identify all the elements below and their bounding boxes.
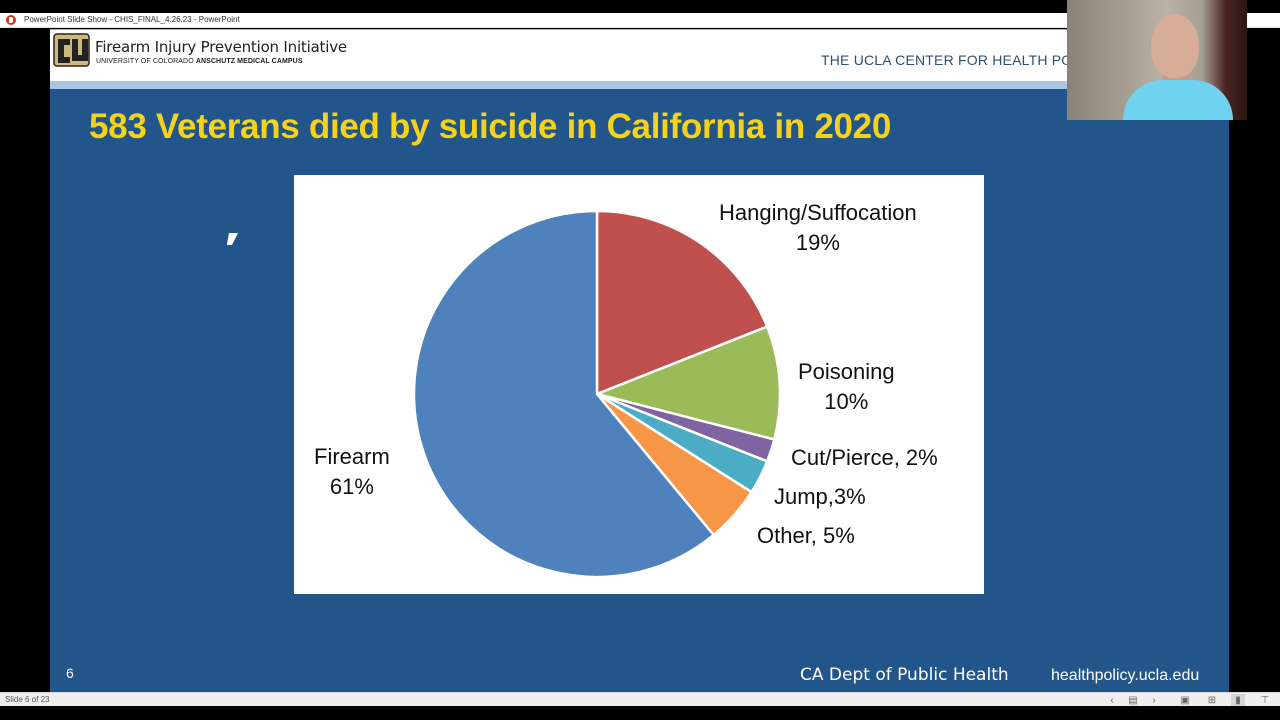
slide-sorter-button[interactable]: ⊞ — [1207, 694, 1217, 706]
presenter-webcam — [1067, 0, 1247, 120]
header-band — [50, 81, 1229, 89]
site-url: healthpolicy.ucla.edu — [1051, 667, 1200, 684]
org-name: Firearm Injury Prevention Initiative — [95, 38, 347, 56]
powerpoint-icon — [6, 15, 16, 25]
ucla-header-text: THE UCLA CENTER FOR HEALTH PO — [821, 52, 1073, 68]
slide-number: 6 — [66, 665, 74, 681]
previous-slide-button[interactable]: ‹ — [1110, 694, 1114, 706]
label-jump: Jump,3% — [774, 484, 866, 509]
slide-count: Slide 6 of 23 — [5, 695, 50, 704]
slide: Firearm Injury Prevention Initiative UNI… — [50, 29, 1229, 692]
org-subtitle: UNIVERSITY OF COLORADO ANSCHUTZ MEDICAL … — [96, 58, 303, 65]
next-slide-button[interactable]: › — [1152, 694, 1156, 706]
label-cut-pierce: Cut/Pierce, 2% — [791, 445, 938, 470]
window-title: PowerPoint Slide Show - CHIS_FINAL_4.26.… — [24, 15, 240, 24]
pie-chart: Hanging/Suffocation 19% Poisoning 10% Cu… — [294, 175, 984, 594]
label-other: Other, 5% — [757, 523, 855, 548]
slide-menu-button[interactable]: ▤ — [1128, 694, 1138, 706]
webcam-shirt — [1123, 80, 1233, 120]
org-sub-regular: UNIVERSITY OF COLORADO — [96, 58, 196, 65]
cu-logo-icon — [53, 33, 90, 67]
slide-header: Firearm Injury Prevention Initiative UNI… — [50, 29, 1229, 81]
source-text: CA Dept of Public Health — [800, 665, 1009, 685]
slide-show-button[interactable]: ⊤ — [1260, 694, 1270, 706]
pie-slice-firearm — [412, 209, 715, 579]
webcam-head — [1151, 14, 1199, 78]
reading-view-button[interactable]: ▮ — [1231, 694, 1245, 706]
label-poisoning: Poisoning 10% — [798, 359, 895, 414]
org-sub-bold: ANSCHUTZ MEDICAL CAMPUS — [195, 58, 303, 65]
label-hanging: Hanging/Suffocation 19% — [719, 200, 917, 255]
statusbar: Slide 6 of 23 ‹ ▤ › ▣ ⊞ ▮ ⊤ — [0, 692, 1280, 706]
pie-slice-poisoning — [595, 325, 782, 441]
slide-title: 583 Veterans died by suicide in Californ… — [89, 107, 891, 146]
pie-chart-svg — [412, 209, 782, 579]
normal-view-button[interactable]: ▣ — [1180, 694, 1190, 706]
pie-slice-hanging-suffocation — [595, 209, 769, 396]
label-firearm: Firearm 61% — [314, 444, 390, 499]
window-titlebar: PowerPoint Slide Show - CHIS_FINAL_4.26.… — [0, 13, 1280, 28]
